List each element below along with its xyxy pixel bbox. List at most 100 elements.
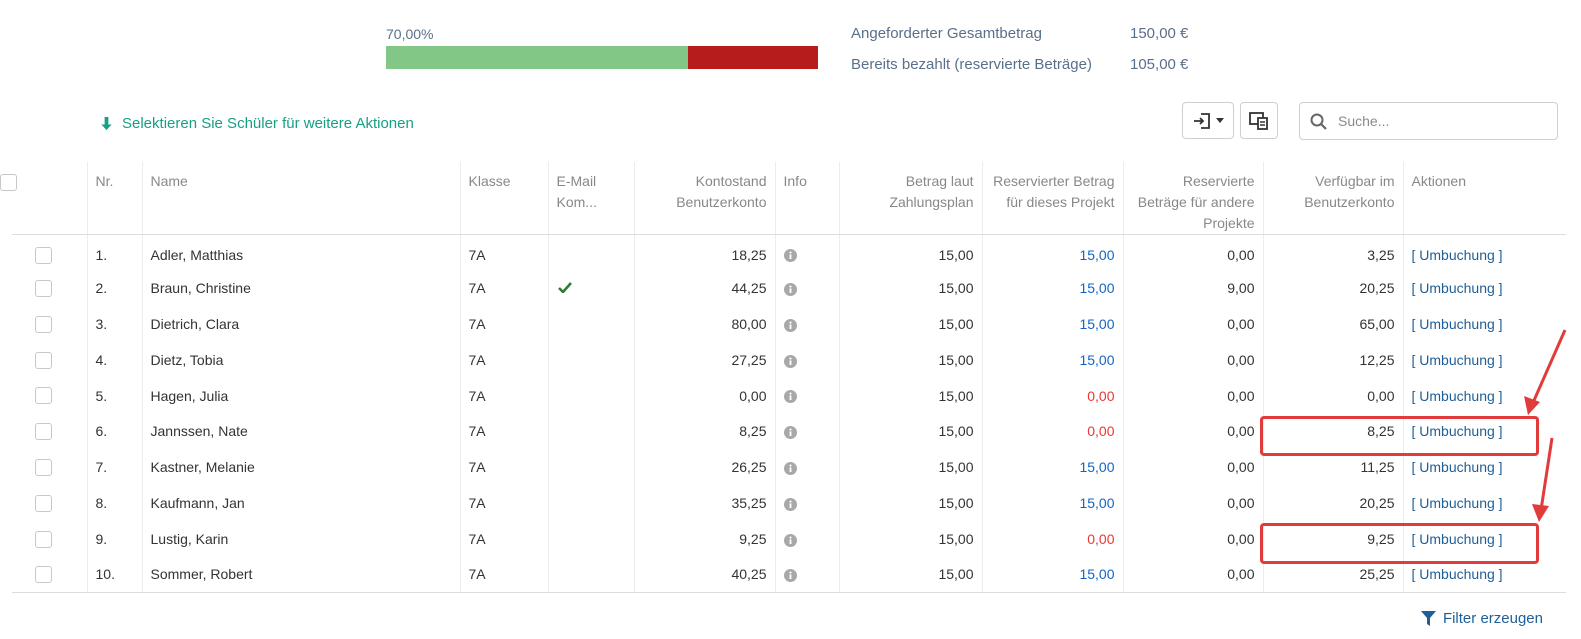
row-checkbox[interactable] <box>34 423 52 441</box>
row-checkbox[interactable] <box>34 566 52 584</box>
table-row: 8. Kaufmann, Jan 7A 35,25 15,00 15,00 0,… <box>12 485 1566 521</box>
row-select-cell[interactable] <box>12 306 87 342</box>
info-icon[interactable] <box>783 497 797 511</box>
cell-kontostand: 9,25 <box>633 520 775 557</box>
cell-email <box>547 270 634 307</box>
column-header-reserviert[interactable]: Reservierter Betrag für dieses Projekt <box>981 162 1123 235</box>
cell-reserviert: 0,00 <box>981 520 1123 557</box>
info-icon[interactable] <box>783 569 797 583</box>
column-header-email[interactable]: E-Mail Kom... <box>547 162 634 235</box>
cell-nr: 8. <box>86 485 142 521</box>
info-icon[interactable] <box>783 426 797 440</box>
column-header-name[interactable]: Name <box>141 162 460 235</box>
row-checkbox[interactable] <box>34 315 52 333</box>
row-select-cell[interactable] <box>12 556 87 593</box>
info-icon[interactable] <box>783 318 797 332</box>
row-select-cell[interactable] <box>12 235 87 271</box>
cell-betrag: 15,00 <box>838 485 982 521</box>
cell-info[interactable] <box>774 270 839 307</box>
cell-betrag: 15,00 <box>838 341 982 378</box>
table-row: 9. Lustig, Karin 7A 9,25 15,00 0,00 0,00… <box>12 520 1566 557</box>
cell-name: Braun, Christine <box>141 270 460 307</box>
cell-verfuegbar: 0,00 <box>1262 377 1403 414</box>
umbuchung-link[interactable]: [ Umbuchung ] <box>1402 556 1566 593</box>
row-checkbox[interactable] <box>34 494 52 512</box>
cell-verfuegbar: 3,25 <box>1262 234 1403 271</box>
row-select-cell[interactable] <box>12 270 87 306</box>
info-icon[interactable] <box>783 533 797 547</box>
row-select-cell[interactable] <box>12 342 87 378</box>
select-all-header[interactable] <box>0 162 87 235</box>
cell-verfuegbar: 25,25 <box>1262 556 1403 593</box>
cell-info[interactable] <box>774 485 839 521</box>
cell-info[interactable] <box>774 556 839 593</box>
row-checkbox[interactable] <box>34 530 52 548</box>
row-select-cell[interactable] <box>12 413 87 449</box>
cell-info[interactable] <box>774 520 839 557</box>
row-checkbox[interactable] <box>34 387 52 405</box>
annotation-arrow-icon <box>1532 437 1554 522</box>
cell-nr: 2. <box>86 270 142 307</box>
search-input[interactable] <box>1336 112 1540 130</box>
cell-nr: 5. <box>86 377 142 414</box>
cell-nr: 6. <box>86 413 142 450</box>
umbuchung-link[interactable]: [ Umbuchung ] <box>1402 341 1566 378</box>
table-row: 6. Jannssen, Nate 7A 8,25 15,00 0,00 0,0… <box>12 413 1566 450</box>
info-icon[interactable] <box>783 354 797 368</box>
cell-info[interactable] <box>774 306 839 342</box>
row-select-cell[interactable] <box>12 485 87 521</box>
cell-verfuegbar: 65,00 <box>1262 306 1403 342</box>
cell-klasse: 7A <box>459 556 548 593</box>
umbuchung-link[interactable]: [ Umbuchung ] <box>1402 234 1566 271</box>
cell-reserviert: 15,00 <box>981 485 1123 521</box>
column-header-verfuegbar[interactable]: Verfügbar im Benutzerkonto <box>1262 162 1403 235</box>
row-select-cell[interactable] <box>12 449 87 485</box>
column-header-info[interactable]: Info <box>774 162 839 235</box>
cell-andere: 0,00 <box>1122 449 1263 486</box>
search-box[interactable] <box>1299 102 1558 140</box>
info-icon[interactable] <box>783 249 797 263</box>
cell-betrag: 15,00 <box>838 449 982 486</box>
cell-info[interactable] <box>774 413 839 450</box>
select-students-hint[interactable]: Selektieren Sie Schüler für weitere Akti… <box>99 115 414 132</box>
cell-klasse: 7A <box>459 377 548 414</box>
column-header-betrag[interactable]: Betrag laut Zahlungsplan <box>838 162 982 235</box>
cell-andere: 0,00 <box>1122 306 1263 342</box>
row-select-cell[interactable] <box>12 521 87 557</box>
cell-klasse: 7A <box>459 485 548 521</box>
cell-info[interactable] <box>774 341 839 378</box>
cell-verfuegbar: 12,25 <box>1262 341 1403 378</box>
info-icon[interactable] <box>783 282 797 296</box>
cell-name: Adler, Matthias <box>141 234 460 271</box>
row-select-cell[interactable] <box>12 378 87 414</box>
table-row: 10. Sommer, Robert 7A 40,25 15,00 15,00 … <box>12 556 1566 593</box>
cell-name: Kaufmann, Jan <box>141 485 460 521</box>
cell-email <box>547 234 634 271</box>
info-icon[interactable] <box>783 390 797 404</box>
column-settings-button[interactable] <box>1240 102 1278 139</box>
umbuchung-link[interactable]: [ Umbuchung ] <box>1402 377 1566 414</box>
column-header-andere[interactable]: Reservierte Beträge für andere Projekte <box>1122 162 1263 235</box>
create-filter-link[interactable]: Filter erzeugen <box>1420 610 1543 627</box>
cell-kontostand: 26,25 <box>633 449 775 486</box>
select-all-checkbox[interactable] <box>0 173 17 191</box>
cell-reserviert: 15,00 <box>981 556 1123 593</box>
column-header-kontostand[interactable]: Kontostand Benutzerkonto <box>633 162 775 235</box>
column-header-klasse[interactable]: Klasse <box>459 162 548 235</box>
umbuchung-link[interactable]: [ Umbuchung ] <box>1402 306 1566 342</box>
export-dropdown-button[interactable] <box>1182 102 1234 139</box>
cell-email <box>547 341 634 378</box>
cell-info[interactable] <box>774 234 839 271</box>
payment-progress-fill <box>386 46 689 69</box>
umbuchung-link[interactable]: [ Umbuchung ] <box>1402 270 1566 307</box>
column-header-nr[interactable]: Nr. <box>86 162 142 235</box>
row-checkbox[interactable] <box>34 459 52 477</box>
cell-info[interactable] <box>774 449 839 486</box>
cell-email <box>547 556 634 593</box>
row-checkbox[interactable] <box>34 280 52 298</box>
cell-info[interactable] <box>774 377 839 414</box>
row-checkbox[interactable] <box>34 246 52 264</box>
cell-kontostand: 27,25 <box>633 341 775 378</box>
info-icon[interactable] <box>783 461 797 475</box>
row-checkbox[interactable] <box>34 351 52 369</box>
